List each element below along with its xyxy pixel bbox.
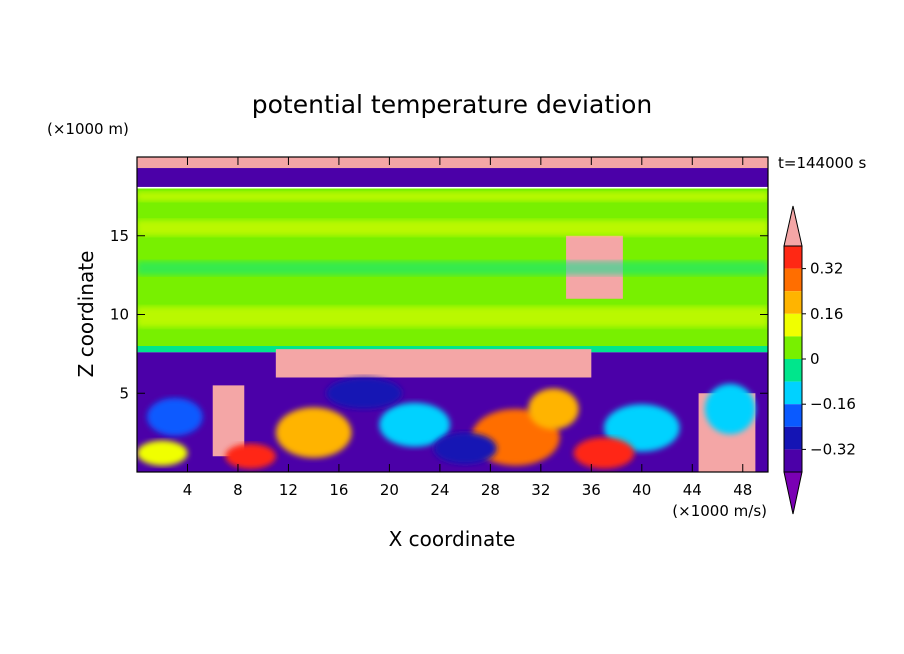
field-band: [137, 260, 768, 276]
y-tick-label: 10: [110, 306, 129, 324]
x-tick-label: 12: [279, 481, 298, 499]
x-tick-label: 8: [233, 481, 243, 499]
chart-title: potential temperature deviation: [252, 90, 652, 119]
y-tick-label: 15: [110, 227, 129, 245]
x-tick-label: 4: [183, 481, 193, 499]
heatmap-field: [137, 157, 768, 472]
colorbar-segment: [784, 404, 802, 427]
x-tick-label: 32: [531, 481, 550, 499]
field-blob: [573, 437, 635, 469]
field-region: [137, 168, 768, 187]
field-blob: [275, 407, 352, 458]
colorbar-segment: [784, 268, 802, 292]
field-blob: [225, 443, 276, 469]
colorbar-tick-label: 0.16: [810, 305, 843, 323]
field-blob: [147, 397, 203, 436]
time-label: t=144000 s: [778, 154, 866, 172]
field-blob: [528, 388, 579, 430]
colorbar-segment: [784, 291, 802, 314]
x-tick-label: 44: [683, 481, 702, 499]
colorbar-tick-label: −0.32: [810, 440, 856, 458]
field-band: [137, 220, 768, 236]
colorbar-tick-label: 0: [810, 350, 820, 368]
colorbar-min-arrow: [783, 471, 803, 515]
field-region: [137, 157, 768, 169]
field-blob: [137, 440, 188, 466]
field-blob: [433, 432, 497, 465]
field-blob: [326, 377, 403, 409]
colorbar-segment: [784, 313, 802, 337]
field-band: [137, 306, 768, 328]
y-axis: 5 10 15: [110, 227, 768, 402]
y-tick-label: 5: [119, 384, 129, 402]
colorbar-segment: [784, 449, 802, 472]
field-region: [212, 385, 245, 457]
x-tick-label: 24: [430, 481, 449, 499]
field-blob: [379, 402, 450, 447]
x-axis-label: X coordinate: [389, 527, 516, 551]
field-band: [137, 191, 768, 202]
colorbar-tick-label: 0.32: [810, 260, 843, 278]
colorbar-segment: [784, 426, 802, 450]
colorbar-segment: [784, 246, 802, 269]
field-region: [275, 349, 592, 378]
colorbar: 0.32 0.16 0 −0.16 −0.32: [783, 205, 856, 515]
colorbar-segment: [784, 336, 802, 359]
field-blob: [704, 383, 756, 435]
colorbar-max-arrow: [783, 205, 803, 247]
x-unit-label: (×1000 m/s): [672, 502, 767, 520]
y-axis-label: Z coordinate: [74, 251, 98, 378]
x-tick-label: 36: [582, 481, 601, 499]
colorbar-tick-label: −0.16: [810, 395, 856, 413]
field-blob: [603, 404, 680, 452]
x-tick-label: 16: [329, 481, 348, 499]
x-tick-label: 48: [733, 481, 752, 499]
colorbar-segment: [784, 381, 802, 405]
y-unit-label: (×1000 m): [47, 120, 129, 138]
x-tick-label: 40: [632, 481, 651, 499]
x-tick-label: 20: [380, 481, 399, 499]
x-tick-label: 28: [481, 481, 500, 499]
x-axis: 4 8 12 16 20 24 28 32 36 40 44 48: [183, 157, 752, 499]
colorbar-segment: [784, 359, 802, 382]
